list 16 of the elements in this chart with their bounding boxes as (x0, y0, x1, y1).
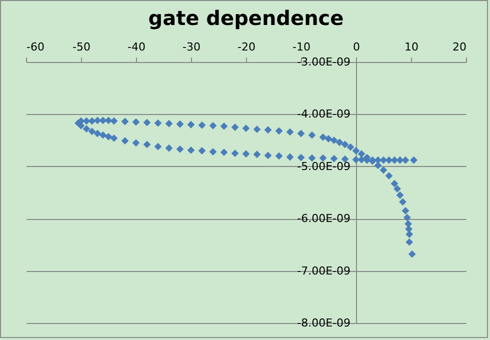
x-tick-label: -10 (292, 40, 310, 54)
y-tick-label: -7.00E-09 (297, 264, 350, 278)
x-tick-label: -20 (238, 40, 256, 54)
x-tick-label: -60 (26, 40, 44, 54)
x-tick-label: -30 (182, 40, 200, 54)
y-tick-label: -3.00E-09 (297, 56, 350, 68)
y-tick-label: -8.00E-09 (297, 316, 350, 330)
x-tick-label: -40 (128, 40, 146, 54)
y-tick-label: -6.00E-09 (297, 212, 350, 226)
y-tick-label: -5.00E-09 (297, 160, 350, 173)
x-tick-label: 0 (353, 40, 360, 54)
x-tick-label: 20 (452, 40, 466, 54)
chart-title: gate dependence (148, 6, 344, 30)
x-tick-label: -50 (72, 40, 90, 54)
y-tick-label: -4.00E-09 (297, 108, 350, 121)
x-tick-label: 10 (404, 40, 418, 54)
